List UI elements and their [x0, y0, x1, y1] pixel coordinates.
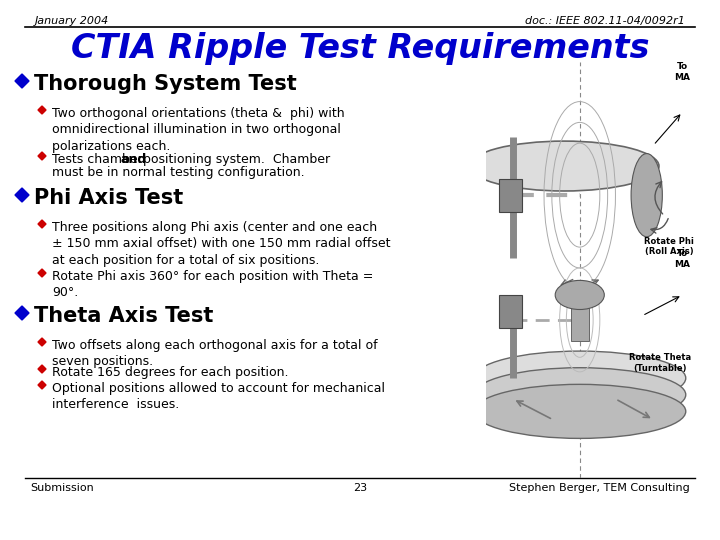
- Polygon shape: [38, 381, 46, 389]
- Text: Two offsets along each orthogonal axis for a total of
seven positions.: Two offsets along each orthogonal axis f…: [52, 339, 377, 368]
- Polygon shape: [15, 306, 29, 320]
- Polygon shape: [38, 106, 46, 114]
- Text: Rotate Phi
(Roll Axis): Rotate Phi (Roll Axis): [644, 237, 694, 256]
- Polygon shape: [15, 74, 29, 88]
- Polygon shape: [38, 269, 46, 277]
- Ellipse shape: [474, 384, 685, 438]
- Text: Rotate Phi axis 360° for each position with Theta =
90°.: Rotate Phi axis 360° for each position w…: [52, 270, 374, 300]
- Polygon shape: [38, 220, 46, 228]
- Text: Tests chamber: Tests chamber: [52, 153, 147, 166]
- Text: Rotate 165 degrees for each position.: Rotate 165 degrees for each position.: [52, 366, 289, 379]
- Ellipse shape: [555, 280, 604, 309]
- Text: doc.: IEEE 802.11-04/0092r1: doc.: IEEE 802.11-04/0092r1: [525, 16, 685, 26]
- Bar: [500, 295, 522, 328]
- Text: Submission: Submission: [30, 483, 94, 493]
- Polygon shape: [15, 188, 29, 202]
- Text: Rotate Theta
(Turntable): Rotate Theta (Turntable): [629, 353, 691, 373]
- Text: CTIA Ripple Test Requirements: CTIA Ripple Test Requirements: [71, 32, 649, 65]
- Ellipse shape: [474, 351, 685, 405]
- Text: Three positions along Phi axis (center and one each
± 150 mm axial offset) with : Three positions along Phi axis (center a…: [52, 221, 390, 267]
- Text: Optional positions allowed to account for mechanical
interference  issues.: Optional positions allowed to account fo…: [52, 382, 385, 411]
- Ellipse shape: [469, 141, 659, 191]
- Text: To
MA: To MA: [675, 249, 690, 268]
- Text: Tests chamber: Tests chamber: [0, 539, 1, 540]
- Text: Thorough System Test: Thorough System Test: [34, 74, 297, 94]
- Polygon shape: [38, 365, 46, 373]
- Text: and: and: [120, 153, 146, 166]
- Text: Theta Axis Test: Theta Axis Test: [34, 306, 213, 326]
- Text: Stephen Berger, TEM Consulting: Stephen Berger, TEM Consulting: [509, 483, 690, 493]
- Text: Phi Axis Test: Phi Axis Test: [34, 188, 184, 208]
- Polygon shape: [38, 152, 46, 160]
- Text: January 2004: January 2004: [35, 16, 109, 26]
- Text: 23: 23: [353, 483, 367, 493]
- Text: To
MA: To MA: [675, 62, 690, 82]
- Bar: [571, 299, 589, 341]
- Bar: [500, 179, 522, 212]
- Text: Two orthogonal orientations (theta &  phi) with
omnidirectional illumination in : Two orthogonal orientations (theta & phi…: [52, 107, 345, 153]
- Polygon shape: [38, 338, 46, 346]
- Ellipse shape: [631, 153, 662, 237]
- Ellipse shape: [474, 368, 685, 422]
- Text: must be in normal testing configuration.: must be in normal testing configuration.: [52, 166, 305, 179]
- Text: positioning system.  Chamber: positioning system. Chamber: [139, 153, 330, 166]
